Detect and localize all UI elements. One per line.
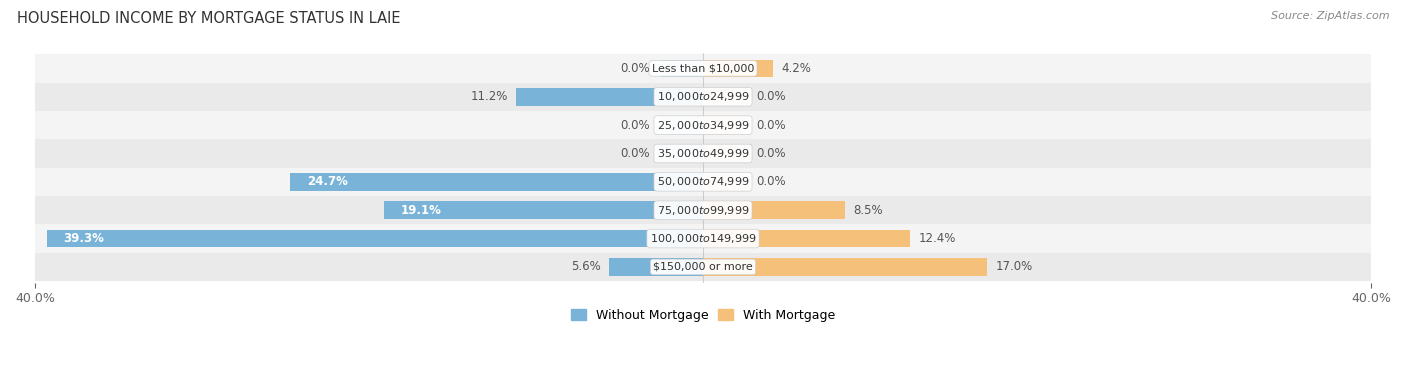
Text: 0.0%: 0.0% <box>620 147 650 160</box>
Bar <box>609 258 703 276</box>
Text: 0.0%: 0.0% <box>620 62 650 75</box>
Bar <box>35 168 1371 196</box>
Bar <box>35 111 1371 139</box>
Bar <box>661 60 703 77</box>
Text: 11.2%: 11.2% <box>470 90 508 103</box>
Text: $25,000 to $34,999: $25,000 to $34,999 <box>657 119 749 132</box>
Bar <box>703 201 845 219</box>
Text: Less than $10,000: Less than $10,000 <box>652 64 754 73</box>
Text: 19.1%: 19.1% <box>401 204 441 217</box>
Text: 0.0%: 0.0% <box>756 175 786 188</box>
Text: $10,000 to $24,999: $10,000 to $24,999 <box>657 90 749 103</box>
Bar <box>703 60 773 77</box>
Bar <box>516 88 703 105</box>
Text: 12.4%: 12.4% <box>918 232 956 245</box>
Bar <box>661 116 703 134</box>
Bar <box>703 258 987 276</box>
Text: $100,000 to $149,999: $100,000 to $149,999 <box>650 232 756 245</box>
Text: HOUSEHOLD INCOME BY MORTGAGE STATUS IN LAIE: HOUSEHOLD INCOME BY MORTGAGE STATUS IN L… <box>17 11 401 26</box>
Text: 5.6%: 5.6% <box>571 260 602 273</box>
Bar <box>703 88 745 105</box>
Bar <box>703 230 910 247</box>
Bar <box>703 173 745 191</box>
Bar <box>291 173 703 191</box>
Text: 0.0%: 0.0% <box>756 119 786 132</box>
Text: 4.2%: 4.2% <box>782 62 811 75</box>
Bar <box>35 196 1371 225</box>
Bar <box>703 116 745 134</box>
Text: $75,000 to $99,999: $75,000 to $99,999 <box>657 204 749 217</box>
Legend: Without Mortgage, With Mortgage: Without Mortgage, With Mortgage <box>565 304 841 327</box>
Bar <box>661 145 703 162</box>
Text: 24.7%: 24.7% <box>307 175 349 188</box>
Text: 17.0%: 17.0% <box>995 260 1032 273</box>
Text: $35,000 to $49,999: $35,000 to $49,999 <box>657 147 749 160</box>
Text: $150,000 or more: $150,000 or more <box>654 262 752 272</box>
Text: 39.3%: 39.3% <box>63 232 104 245</box>
Bar <box>35 253 1371 281</box>
Text: $50,000 to $74,999: $50,000 to $74,999 <box>657 175 749 188</box>
Bar <box>35 139 1371 168</box>
Bar <box>703 145 745 162</box>
Text: Source: ZipAtlas.com: Source: ZipAtlas.com <box>1271 11 1389 21</box>
Bar <box>35 225 1371 253</box>
Text: 8.5%: 8.5% <box>853 204 883 217</box>
Bar <box>35 82 1371 111</box>
Bar <box>35 54 1371 82</box>
Bar <box>384 201 703 219</box>
Text: 0.0%: 0.0% <box>756 90 786 103</box>
Bar <box>46 230 703 247</box>
Text: 0.0%: 0.0% <box>620 119 650 132</box>
Text: 0.0%: 0.0% <box>756 147 786 160</box>
